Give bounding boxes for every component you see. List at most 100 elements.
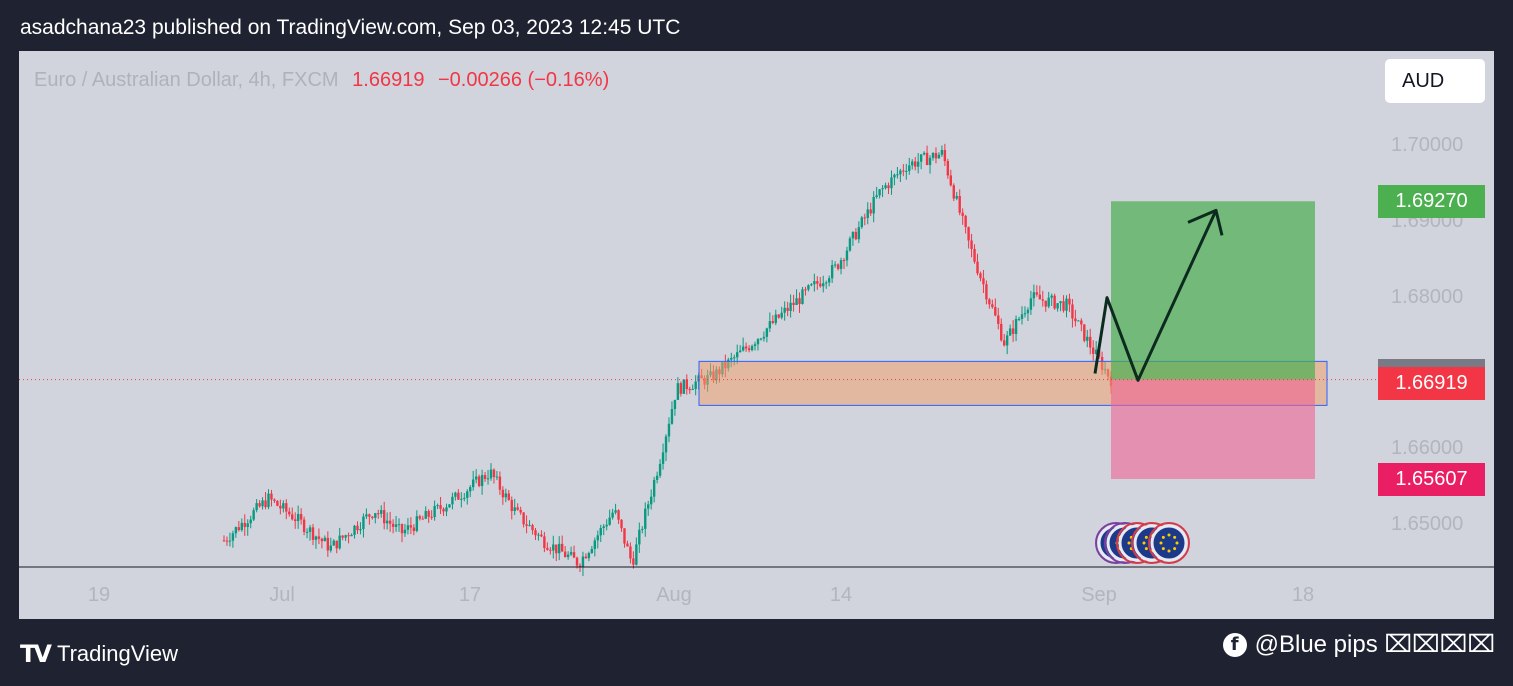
candle-body bbox=[1074, 318, 1077, 322]
price-chart[interactable] bbox=[19, 51, 1494, 619]
chart-frame[interactable]: Euro / Australian Dollar, 4h, FXCM 1.669… bbox=[19, 51, 1494, 619]
candle-body bbox=[1029, 298, 1033, 310]
candle-body bbox=[676, 383, 680, 400]
candle-body bbox=[807, 285, 810, 290]
candle-body bbox=[252, 510, 255, 520]
candle-body bbox=[436, 505, 439, 507]
candle-body bbox=[813, 281, 816, 285]
candle-body bbox=[480, 475, 484, 487]
tradingview-logo[interactable]: TV TradingView bbox=[20, 640, 178, 668]
candle-body bbox=[1023, 313, 1027, 315]
candle-body bbox=[575, 557, 579, 566]
currency-button[interactable]: AUD bbox=[1385, 59, 1485, 103]
candle-body bbox=[641, 528, 644, 530]
candle-body bbox=[863, 217, 866, 219]
candle-body bbox=[326, 537, 330, 551]
candle-body bbox=[445, 507, 448, 512]
candle-body bbox=[658, 463, 662, 476]
candle-body bbox=[842, 260, 846, 262]
candle-body bbox=[967, 227, 970, 241]
projection-arrow[interactable] bbox=[1093, 209, 1218, 382]
candle-body bbox=[338, 535, 341, 549]
candle-body bbox=[991, 304, 994, 308]
candle-body bbox=[798, 298, 801, 305]
candle-body bbox=[388, 520, 392, 524]
candle-body bbox=[792, 302, 795, 305]
candle-body bbox=[234, 527, 238, 534]
candle-body bbox=[1065, 298, 1068, 311]
candle-body bbox=[391, 523, 395, 527]
candle-body bbox=[563, 551, 567, 558]
candle-body bbox=[587, 552, 591, 559]
take-profit-zone[interactable] bbox=[1111, 201, 1315, 380]
candle-body bbox=[400, 524, 404, 534]
candle-body bbox=[860, 217, 864, 228]
candle-body bbox=[296, 514, 300, 522]
candle-body bbox=[344, 535, 347, 538]
candle-body bbox=[825, 282, 828, 284]
candle-body bbox=[673, 399, 677, 409]
candle-body bbox=[486, 478, 490, 480]
candle-body bbox=[887, 185, 890, 189]
candle-body bbox=[510, 499, 513, 512]
candle-body bbox=[733, 357, 736, 359]
candle-body bbox=[976, 261, 979, 274]
candle-body bbox=[590, 548, 594, 553]
candle-body bbox=[988, 299, 991, 305]
candle-body bbox=[347, 535, 350, 537]
candle-body bbox=[783, 307, 786, 313]
candle-body bbox=[365, 514, 368, 517]
candle-body bbox=[738, 350, 742, 353]
candle-body bbox=[958, 195, 961, 213]
candle-body bbox=[878, 189, 881, 196]
candle-body bbox=[750, 346, 754, 351]
candle-body bbox=[540, 534, 543, 537]
candle-body bbox=[617, 510, 620, 520]
candle-body bbox=[691, 388, 694, 390]
candle-body bbox=[946, 161, 950, 176]
event-flag-icon[interactable] bbox=[1150, 524, 1188, 562]
candle-body bbox=[323, 537, 327, 542]
candle-body bbox=[237, 527, 241, 531]
stop-loss-zone[interactable] bbox=[1111, 379, 1315, 479]
candle-body bbox=[795, 298, 798, 305]
candle-body bbox=[985, 284, 988, 300]
candle-body bbox=[914, 161, 917, 167]
candle-body bbox=[332, 540, 335, 546]
candle-body bbox=[1035, 292, 1039, 295]
flag-star bbox=[1144, 547, 1148, 551]
candle-body bbox=[979, 273, 982, 279]
candle-body bbox=[890, 177, 893, 189]
symbol-title: Euro / Australian Dollar, 4h, FXCM bbox=[34, 69, 339, 91]
flag-star bbox=[1161, 547, 1165, 551]
candle-body bbox=[566, 554, 570, 558]
candle-body bbox=[869, 209, 872, 214]
candle-body bbox=[335, 540, 338, 549]
candle-body bbox=[356, 525, 359, 531]
candle-body bbox=[495, 476, 499, 478]
candle-body bbox=[534, 530, 537, 536]
candle-body bbox=[291, 514, 294, 520]
flag-star bbox=[1173, 547, 1177, 551]
candle-body bbox=[943, 149, 947, 162]
candle-body bbox=[747, 348, 751, 351]
symbol-legend: Euro / Australian Dollar, 4h, FXCM 1.669… bbox=[34, 69, 609, 92]
candle-body bbox=[916, 161, 920, 167]
candle-body bbox=[350, 534, 353, 537]
candle-body bbox=[415, 516, 419, 531]
flag-star bbox=[1175, 541, 1179, 545]
candle-body bbox=[1032, 292, 1036, 299]
time-tick-label: Sep bbox=[1081, 584, 1117, 606]
social-handle[interactable]: f @Blue pips ⌧⌧⌧⌧ bbox=[1222, 630, 1495, 659]
candle-body bbox=[469, 487, 472, 492]
candle-body bbox=[774, 314, 777, 323]
candle-body bbox=[893, 174, 896, 178]
social-text: @Blue pips ⌧⌧⌧⌧ bbox=[1254, 631, 1495, 658]
candle-body bbox=[762, 336, 766, 339]
time-tick-label: 17 bbox=[458, 584, 482, 606]
candle-body bbox=[299, 514, 303, 520]
candle-body bbox=[519, 509, 522, 513]
candle-body bbox=[638, 529, 641, 545]
candle-body bbox=[442, 508, 445, 512]
candle-body bbox=[320, 538, 324, 542]
